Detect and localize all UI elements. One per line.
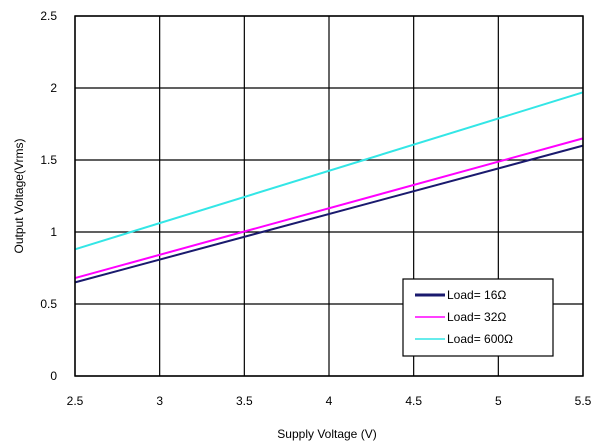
plot-frame (74, 15, 584, 377)
y-tick-label-3: 1.5 (40, 153, 57, 167)
y-tick-labels: 0 0.5 1 1.5 2 2.5 (40, 9, 57, 383)
legend-label-2: Load= 600Ω (447, 332, 513, 346)
y-tick-label-0: 0 (50, 369, 57, 383)
x-axis-title: Supply Voltage (V) (277, 427, 376, 441)
x-tick-label-4: 4.5 (405, 394, 422, 408)
y-tick-label-1: 0.5 (40, 297, 57, 311)
legend: Load= 16Ω Load= 32Ω Load= 600Ω (402, 278, 554, 357)
x-tick-label-0: 2.5 (67, 394, 84, 408)
series-line-0 (74, 144, 584, 284)
x-tick-label-5: 5 (495, 394, 502, 408)
legend-label-1: Load= 32Ω (447, 310, 506, 324)
series-line-1 (74, 137, 584, 280)
x-tick-label-6: 5.5 (575, 394, 592, 408)
x-tick-label-1: 3 (156, 394, 163, 408)
y-tick-label-4: 2 (50, 81, 57, 95)
x-tick-label-3: 4 (326, 394, 333, 408)
x-tick-label-2: 3.5 (236, 394, 253, 408)
legend-label-0: Load= 16Ω (447, 288, 506, 302)
y-axis-title: Output Voltage(Vrms) (12, 139, 26, 254)
x-tick-labels: 2.5 3 3.5 4 4.5 5 5.5 (67, 394, 592, 408)
y-tick-label-2: 1 (50, 225, 57, 239)
y-tick-label-5: 2.5 (40, 9, 57, 23)
series-line-2 (74, 91, 584, 251)
series-lines (74, 91, 584, 284)
